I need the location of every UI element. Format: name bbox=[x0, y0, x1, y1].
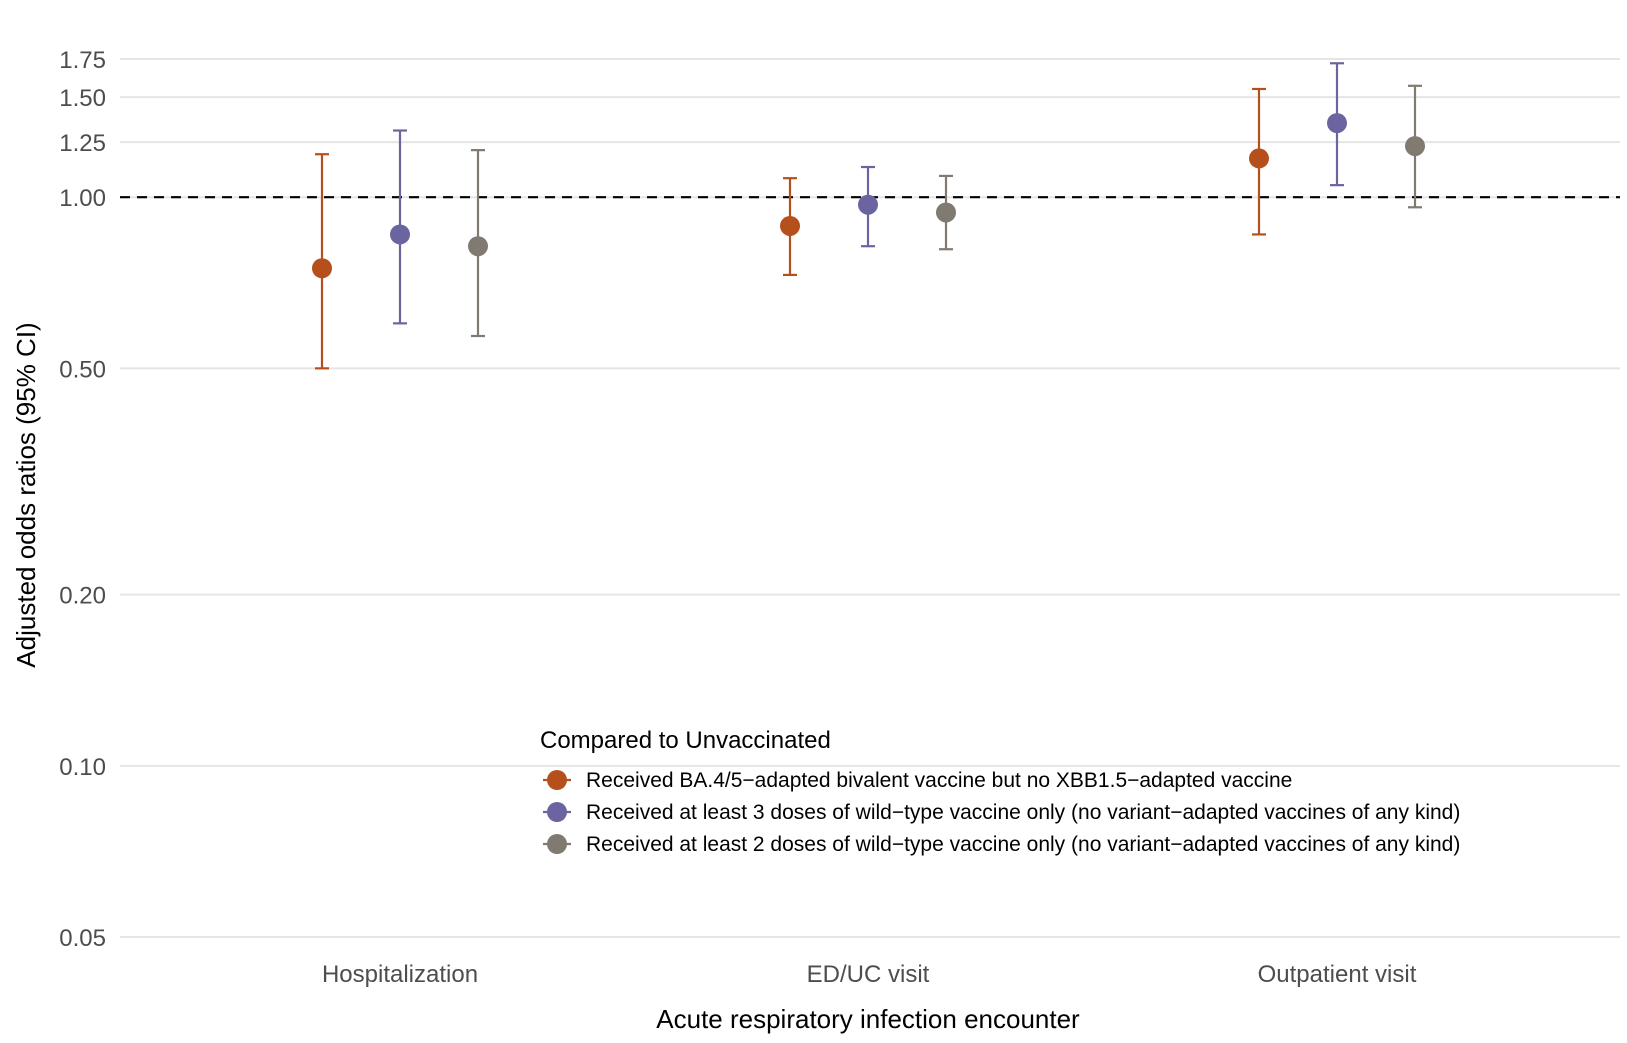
y-tick-label: 1.00 bbox=[59, 185, 106, 212]
x-tick-label: ED/UC visit bbox=[807, 961, 930, 988]
data-point bbox=[1405, 136, 1425, 157]
data-point bbox=[936, 202, 956, 223]
legend-key-point bbox=[547, 802, 567, 822]
y-tick-label: 0.50 bbox=[59, 356, 106, 383]
x-tick-label: Outpatient visit bbox=[1258, 961, 1417, 988]
legend-item: Received BA.4/5−adapted bivalent vaccine… bbox=[543, 769, 1292, 792]
legend-items: Received BA.4/5−adapted bivalent vaccine… bbox=[543, 769, 1460, 856]
data-point bbox=[312, 258, 332, 279]
legend-title: Compared to Unvaccinated bbox=[540, 727, 831, 754]
data-point bbox=[1249, 148, 1269, 169]
y-tick-label: 1.75 bbox=[59, 47, 106, 74]
y-tick-label: 0.10 bbox=[59, 754, 106, 781]
legend-label: Received BA.4/5−adapted bivalent vaccine… bbox=[586, 769, 1292, 792]
data-point bbox=[780, 215, 800, 236]
x-axis-tick-labels: Hospitalization ED/UC visit Outpatient vis… bbox=[322, 961, 1417, 988]
y-axis-tick-labels: 0.05 0.10 0.20 0.50 1.00 1.25 1.50 1.75 bbox=[59, 47, 106, 952]
y-axis-title: Adjusted odds ratios (95% CI) bbox=[11, 322, 41, 667]
legend-key-point bbox=[547, 770, 567, 790]
legend-key-point bbox=[547, 834, 567, 854]
legend-item: Received at least 3 doses of wild−type v… bbox=[543, 801, 1460, 824]
data-point bbox=[468, 236, 488, 257]
y-tick-label: 0.05 bbox=[59, 925, 106, 952]
series-marks bbox=[312, 62, 1425, 370]
y-tick-label: 1.25 bbox=[59, 130, 106, 157]
series-group bbox=[390, 62, 1347, 325]
y-tick-label: 0.20 bbox=[59, 583, 106, 610]
x-tick-label: Hospitalization bbox=[322, 961, 478, 988]
legend: Compared to Unvaccinated Received BA.4/5… bbox=[540, 727, 1460, 856]
data-point bbox=[390, 224, 410, 245]
data-point bbox=[858, 194, 878, 215]
series-group bbox=[468, 84, 1425, 338]
y-tick-label: 1.50 bbox=[59, 85, 106, 112]
legend-label: Received at least 3 doses of wild−type v… bbox=[586, 801, 1460, 824]
data-point bbox=[1327, 113, 1347, 134]
legend-item: Received at least 2 doses of wild−type v… bbox=[543, 833, 1460, 856]
x-axis-title: Acute respiratory infection encounter bbox=[656, 1004, 1080, 1034]
legend-label: Received at least 2 doses of wild−type v… bbox=[586, 833, 1460, 856]
series-group bbox=[312, 87, 1269, 370]
